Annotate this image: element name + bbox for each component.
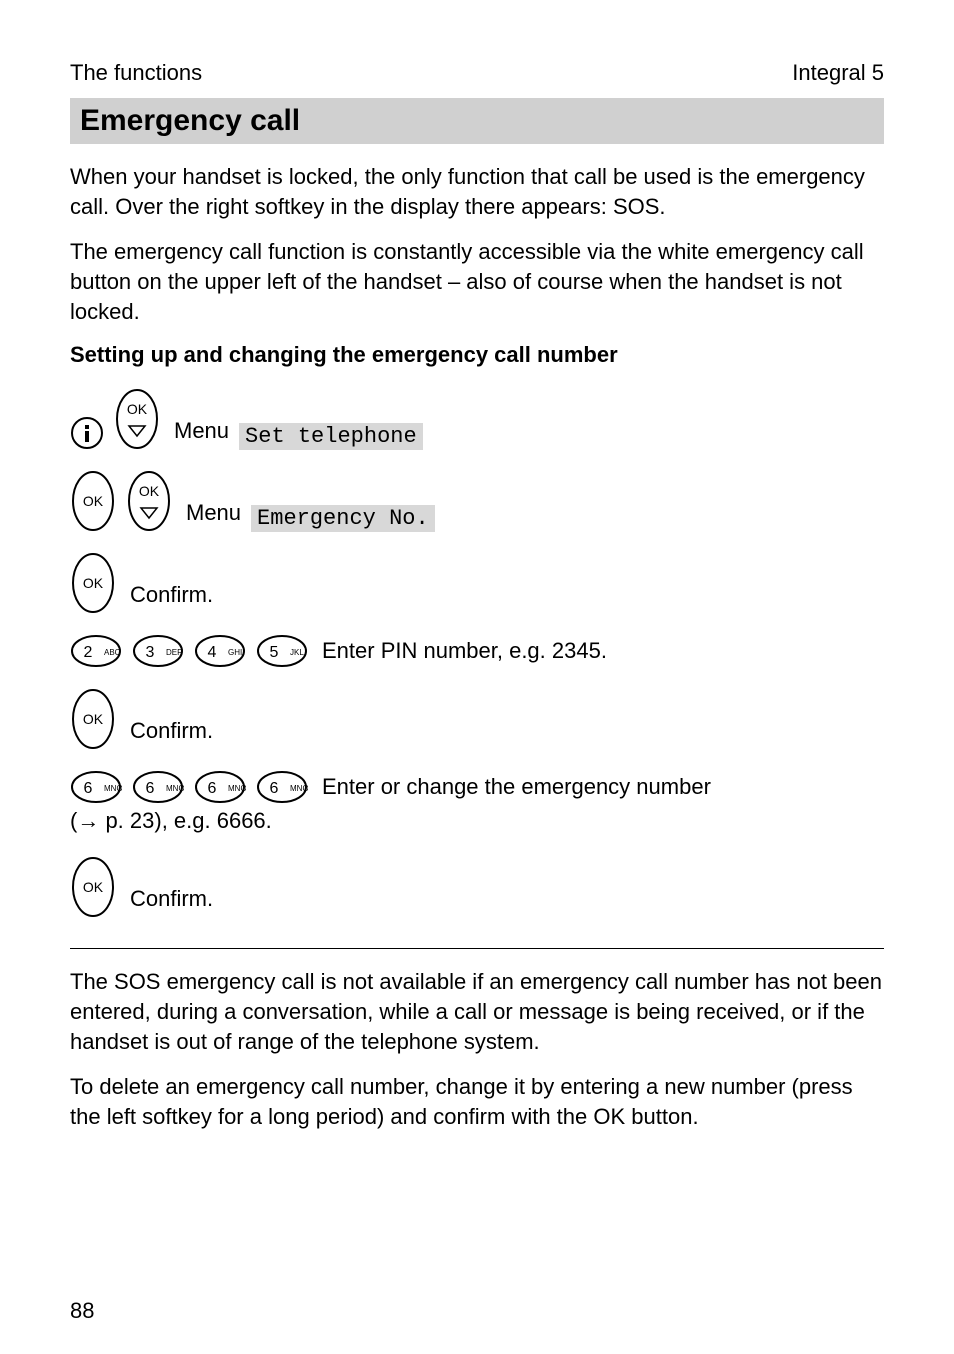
step-1: OK Menu Set telephone (70, 388, 884, 450)
svg-text:MNO: MNO (290, 784, 308, 793)
svg-text:6: 6 (270, 780, 279, 797)
step-3-text: Confirm. (130, 582, 213, 608)
step-5-text: Confirm. (130, 718, 213, 744)
step-3: OK Confirm. (70, 552, 884, 614)
step-1-prefix: Menu (174, 418, 229, 444)
key-3-letters: DEF (166, 648, 182, 657)
step-7: OK Confirm. (70, 856, 884, 918)
svg-text:OK: OK (127, 401, 148, 417)
step-2-menu: Emergency No. (251, 505, 435, 532)
step-5: OK Confirm. (70, 688, 884, 750)
svg-text:6: 6 (208, 780, 217, 797)
key-6-letters: MNO (104, 784, 122, 793)
svg-text:OK: OK (83, 711, 104, 727)
paragraph-1: When your handset is locked, the only fu… (70, 162, 884, 221)
page-number: 88 (70, 1298, 94, 1324)
key-4-icon: 4 GHI (194, 634, 246, 668)
page: The functions Integral 5 Emergency call … (0, 0, 954, 1354)
page-header: The functions Integral 5 (70, 60, 884, 86)
svg-text:OK: OK (83, 879, 104, 895)
ok-down-key-icon: OK (126, 470, 172, 532)
header-right: Integral 5 (792, 60, 884, 86)
key-2-icon: 2 ABC (70, 634, 122, 668)
step-2-prefix: Menu (186, 500, 241, 526)
ok-key-icon: OK (70, 470, 116, 532)
key-3-icon: 3 DEF (132, 634, 184, 668)
footer-paragraph-1: The SOS emergency call is not available … (70, 967, 884, 1056)
svg-text:OK: OK (83, 493, 104, 509)
info-key-icon (70, 416, 104, 450)
key-6-icon: 6 MNO (256, 770, 308, 804)
step-4: 2 ABC 3 DEF 4 GHI 5 JKL Enter PIN number… (70, 634, 884, 668)
svg-text:6: 6 (146, 780, 155, 797)
step-4-text: Enter PIN number, e.g. 2345. (322, 638, 607, 664)
key-4-letters: GHI (228, 648, 242, 657)
key-4-digit: 4 (208, 644, 217, 661)
key-5-icon: 5 JKL (256, 634, 308, 668)
step-1-menu: Set telephone (239, 423, 423, 450)
key-5-letters: JKL (290, 648, 304, 657)
step-6: 6 MNO 6 MNO 6 MNO 6 MNO Enter or change … (70, 770, 884, 804)
key-6-icon: 6 MNO (194, 770, 246, 804)
step-2: OK OK Menu Emergency No. (70, 470, 884, 532)
key-3-digit: 3 (146, 644, 155, 661)
subheading: Setting up and changing the emergency ca… (70, 342, 884, 368)
key-6-digit: 6 (84, 780, 93, 797)
svg-text:OK: OK (139, 483, 160, 499)
ok-down-key-icon: OK (114, 388, 160, 450)
divider (70, 948, 884, 949)
step-7-text: Confirm. (130, 886, 213, 912)
ok-key-icon: OK (70, 688, 116, 750)
svg-text:OK: OK (83, 575, 104, 591)
ok-key-icon: OK (70, 856, 116, 918)
section-title: Emergency call (70, 98, 884, 144)
key-5-digit: 5 (270, 644, 279, 661)
header-left: The functions (70, 60, 202, 86)
paragraph-2: The emergency call function is constantl… (70, 237, 884, 326)
step-6-continuation: (→ p. 23), e.g. 6666. (70, 806, 884, 836)
key-2-letters: ABC (104, 648, 121, 657)
key-6-icon: 6 MNO (132, 770, 184, 804)
step-6-text: Enter or change the emergency number (322, 774, 711, 800)
svg-text:MNO: MNO (166, 784, 184, 793)
key-2-digit: 2 (84, 644, 93, 661)
key-6-icon: 6 MNO (70, 770, 122, 804)
footer-paragraph-2: To delete an emergency call number, chan… (70, 1072, 884, 1131)
ok-key-icon: OK (70, 552, 116, 614)
svg-text:MNO: MNO (228, 784, 246, 793)
